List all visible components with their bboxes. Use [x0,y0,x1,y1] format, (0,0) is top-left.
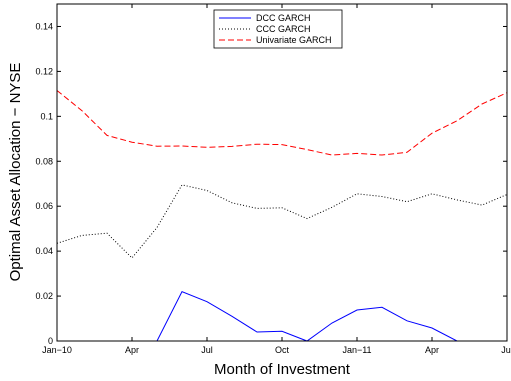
y-tick-label: 0.1 [40,111,53,121]
y-tick-label: 0.04 [35,246,53,256]
y-axis: 0 0.02 0.04 0.06 0.08 0.1 0.12 0.14 [35,21,507,346]
x-tick-label: Jul [501,345,511,355]
y-axis-label: Optimal Asset Allocation − NYSE [7,63,24,282]
y-tick-label: 0.14 [35,21,53,31]
legend-label-0: DCC GARCH [256,13,311,23]
plot-area [57,4,507,341]
y-tick-label: 0.08 [35,156,53,166]
series-line-2 [56,90,508,156]
x-tick-label: Apr [425,345,439,355]
series-line-1 [56,184,508,259]
x-tick-label: Jul [201,345,213,355]
legend-box [213,9,343,49]
legend-label-2: Univariate GARCH [256,35,332,45]
x-tick-label: Apr [125,345,139,355]
y-tick-label: 0 [48,336,53,346]
y-tick-label: 0.12 [35,66,53,76]
x-axis: Jan−10 Apr Jul Oct Jan−11 Apr Jul [42,4,511,355]
y-tick-label: 0.06 [35,201,53,211]
x-tick-label: Jan−11 [342,345,371,355]
legend-label-1: CCC GARCH [256,24,311,34]
x-tick-label: Jan−10 [42,345,72,355]
x-tick-label: Oct [275,345,290,355]
y-tick-label: 0.02 [35,291,53,301]
x-axis-label: Month of Investment [214,361,351,378]
